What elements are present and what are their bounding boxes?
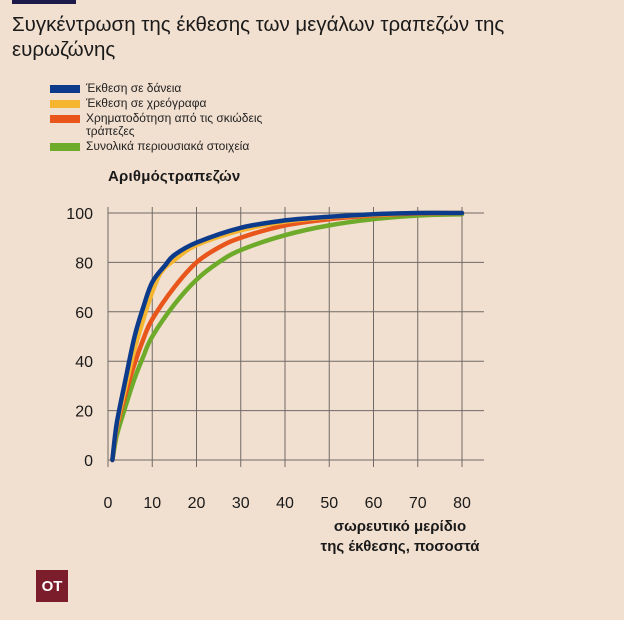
legend-item-loans: Έκθεση σε δάνεια [50, 82, 291, 95]
legend-label-total-assets: Συνολικά περιουσιακά στοιχεία [86, 139, 250, 153]
y-tick-label-20: 20 [75, 404, 93, 421]
chart-title: Συγκέντρωση της έκθεσης των μεγάλων τραπ… [12, 13, 505, 61]
series-line-2 [110, 210, 465, 463]
x-tick-label-30: 30 [232, 495, 250, 512]
legend-swatch-shadow-banking [50, 115, 80, 123]
legend-item-shadow-banking: Χρηματοδότηση από τις σκιώδεις τράπεζες [50, 112, 291, 138]
y-tick-label-100: 100 [66, 206, 93, 223]
legend-item-total-assets: Συνολικά περιουσιακά στοιχεία [50, 140, 291, 153]
x-tick-label-60: 60 [365, 495, 383, 512]
x-tick-label-20: 20 [188, 495, 206, 512]
legend: Έκθεση σε δάνεια Έκθεση σε χρεόγραφα Χρη… [50, 82, 291, 155]
legend-swatch-loans [50, 85, 80, 93]
legend-swatch-securities [50, 100, 80, 108]
x-axis-label-line-2: της έκθεσης, ποσοστά [320, 538, 480, 555]
y-axis-label: Αριθμόςτραπεζών [108, 168, 241, 185]
series-line-0 [110, 210, 465, 463]
y-tick-label-60: 60 [75, 305, 93, 322]
series-line-3 [110, 211, 465, 463]
y-tick-label-0: 0 [84, 453, 93, 470]
ot-logo: OT [36, 570, 68, 602]
legend-label-loans: Έκθεση σε δάνεια [86, 81, 182, 95]
x-tick-label-50: 50 [320, 495, 338, 512]
y-tick-label-80: 80 [75, 255, 93, 272]
x-tick-label-10: 10 [143, 495, 161, 512]
x-tick-label-80: 80 [453, 495, 471, 512]
x-tick-label-40: 40 [276, 495, 294, 512]
x-tick-label-70: 70 [409, 495, 427, 512]
y-tick-label-40: 40 [75, 354, 93, 371]
x-tick-label-0: 0 [104, 495, 113, 512]
legend-swatch-total-assets [50, 143, 80, 151]
legend-item-securities: Έκθεση σε χρεόγραφα [50, 97, 291, 110]
legend-label-securities: Έκθεση σε χρεόγραφα [86, 96, 207, 110]
series-line-1 [110, 210, 465, 463]
legend-label-shadow-banking: Χρηματοδότηση από τις σκιώδεις τράπεζες [86, 111, 263, 138]
x-axis-label: σωρευτικό μερίδιο της έκθεσης, ποσοστά [280, 517, 520, 557]
x-axis-label-line-1: σωρευτικό μερίδιο [333, 518, 467, 535]
top-rule [12, 0, 76, 4]
